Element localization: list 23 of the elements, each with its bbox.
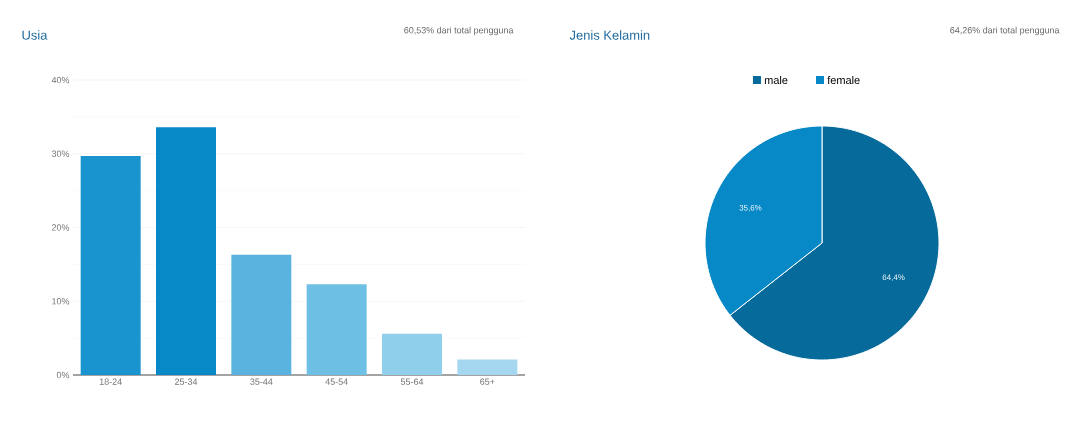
y-tick-label: 10%	[52, 298, 70, 305]
legend-label: female	[827, 76, 860, 85]
y-tick-label: 40%	[51, 76, 70, 84]
x-tick-label: 55-64	[400, 378, 424, 385]
bar	[80, 155, 141, 375]
y-tick-label: 30%	[51, 150, 70, 157]
x-tick-label: 35-44	[250, 378, 273, 385]
y-tick-label: 20%	[51, 224, 70, 231]
chart-title: Usia	[22, 30, 48, 40]
x-tick-label: 25-34	[174, 378, 198, 385]
y-tick-label: 0%	[56, 371, 70, 379]
bar	[457, 359, 518, 375]
bar	[156, 127, 216, 375]
bar	[231, 254, 292, 375]
bar	[382, 333, 442, 375]
chart-subtitle: 60,53% dari total pengguna	[404, 26, 514, 36]
bar	[306, 284, 367, 375]
x-tick-label: 65+	[480, 378, 495, 385]
text: 64,26% dari total pengguna	[950, 26, 1060, 36]
legend-label: male	[764, 76, 788, 85]
chart-title: Jenis Kelamin	[569, 30, 650, 40]
x-tick-label: 18-24	[99, 378, 122, 385]
x-tick-label: 45-54	[325, 378, 348, 385]
